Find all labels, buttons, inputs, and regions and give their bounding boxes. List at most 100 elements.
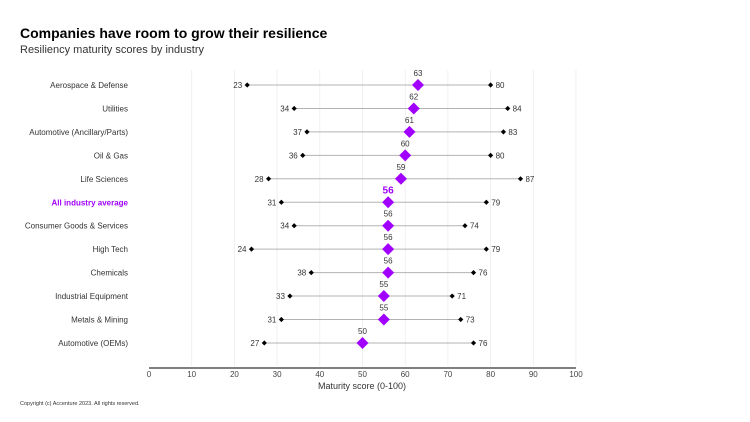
max-label: 76 (479, 339, 488, 348)
max-marker (505, 105, 511, 112)
max-marker (500, 129, 507, 135)
max-marker (483, 199, 489, 205)
min-label: 28 (255, 175, 264, 184)
category-label: Aerospace & Defense (50, 81, 128, 90)
average-label: 55 (379, 304, 388, 313)
max-label: 83 (508, 128, 517, 137)
max-marker (449, 293, 455, 299)
row: Industrial Equipment 33 71 55 (55, 280, 467, 303)
row: High Tech 24 79 56 (93, 233, 501, 256)
row: Life Sciences 28 87 59 (80, 163, 535, 185)
max-label: 79 (491, 245, 500, 254)
average-label: 56 (384, 210, 393, 219)
row: Automotive (OEMs) 27 76 50 (58, 327, 488, 349)
x-tick-label: 50 (358, 370, 367, 379)
average-label: 56 (383, 185, 395, 196)
max-label: 74 (470, 222, 479, 231)
max-marker (458, 316, 464, 323)
average-marker (377, 313, 390, 326)
x-tick-label: 70 (443, 370, 452, 379)
x-tick-label: 20 (230, 370, 239, 379)
chart-title: Companies have room to grow their resili… (20, 25, 328, 41)
average-label: 56 (384, 257, 393, 266)
category-label: Industrial Equipment (55, 292, 129, 301)
average-marker (382, 266, 395, 279)
row: Metals & Mining 31 73 55 (71, 304, 475, 326)
x-axis-label: Maturity score (0-100) (318, 381, 406, 391)
min-label: 31 (267, 316, 276, 325)
max-label: 80 (496, 81, 505, 90)
max-label: 71 (457, 292, 466, 301)
average-marker (382, 243, 395, 256)
min-marker (300, 152, 306, 158)
x-tick-label: 90 (529, 370, 538, 379)
min-marker (291, 105, 297, 112)
x-tick-label: 10 (187, 370, 196, 379)
max-marker (488, 152, 494, 158)
row: Utilities 34 84 62 (102, 92, 522, 115)
max-label: 84 (513, 104, 522, 113)
min-marker (278, 316, 284, 323)
average-marker (407, 102, 420, 115)
max-marker (470, 340, 477, 346)
average-label: 60 (401, 139, 410, 148)
average-label: 56 (384, 233, 393, 242)
gridlines (191, 70, 577, 366)
category-label: Life Sciences (80, 175, 128, 184)
average-marker (403, 125, 416, 138)
average-marker (399, 149, 412, 162)
row: Chemicals 38 76 56 (91, 257, 488, 279)
average-marker (394, 172, 407, 185)
min-label: 27 (250, 339, 259, 348)
max-marker (483, 246, 489, 252)
min-marker (278, 199, 284, 205)
min-label: 36 (289, 151, 298, 160)
min-marker (304, 129, 310, 135)
x-tick-label: 30 (273, 370, 282, 379)
average-label: 62 (409, 92, 418, 101)
min-marker (291, 223, 297, 229)
row: Consumer Goods & Services 34 74 56 (25, 210, 479, 232)
category-label: Automotive (OEMs) (58, 339, 128, 348)
min-marker (308, 270, 314, 276)
min-marker (244, 82, 250, 88)
average-label: 63 (414, 69, 423, 78)
data-rows: Aerospace & Defense 23 80 63 Utilities 34 84 62… (25, 69, 535, 349)
average-marker (412, 79, 425, 91)
x-axis-ticks: 0 10 20 30 40 50 60 70 80 90 100 (147, 370, 583, 379)
x-tick-label: 100 (569, 370, 583, 379)
max-label: 79 (491, 198, 500, 207)
min-marker (287, 293, 293, 299)
min-marker (265, 176, 272, 182)
min-label: 23 (233, 81, 242, 90)
category-label: Oil & Gas (94, 151, 128, 160)
max-marker (470, 270, 477, 276)
x-tick-label: 60 (401, 370, 410, 379)
x-tick-label: 0 (147, 370, 152, 379)
chart-subtitle: Resiliency maturity scores by industry (20, 44, 205, 56)
average-marker (382, 219, 395, 232)
min-label: 33 (276, 292, 285, 301)
average-marker (382, 196, 395, 209)
average-marker (356, 336, 369, 349)
max-label: 80 (496, 151, 505, 160)
category-label: Automotive (Ancillary/Parts) (29, 128, 128, 137)
category-label: Utilities (102, 104, 128, 113)
average-label: 61 (405, 116, 414, 125)
row: Oil & Gas 36 80 60 (94, 139, 505, 162)
max-label: 87 (525, 175, 534, 184)
category-label: Chemicals (91, 269, 128, 278)
min-marker (248, 246, 255, 252)
copyright: Copyright (c) Accenture 2023. All rights… (20, 401, 140, 407)
x-tick-label: 80 (486, 370, 495, 379)
max-marker (462, 223, 468, 229)
row: All industry average 31 79 56 (52, 185, 501, 209)
max-marker (488, 82, 494, 88)
min-label: 24 (238, 245, 247, 254)
row: Automotive (Ancillary/Parts) 37 83 61 (29, 116, 518, 138)
min-label: 34 (280, 104, 289, 113)
max-label: 73 (466, 316, 475, 325)
min-marker (261, 340, 267, 346)
row: Aerospace & Defense 23 80 63 (50, 69, 505, 91)
category-label: High Tech (93, 245, 128, 254)
